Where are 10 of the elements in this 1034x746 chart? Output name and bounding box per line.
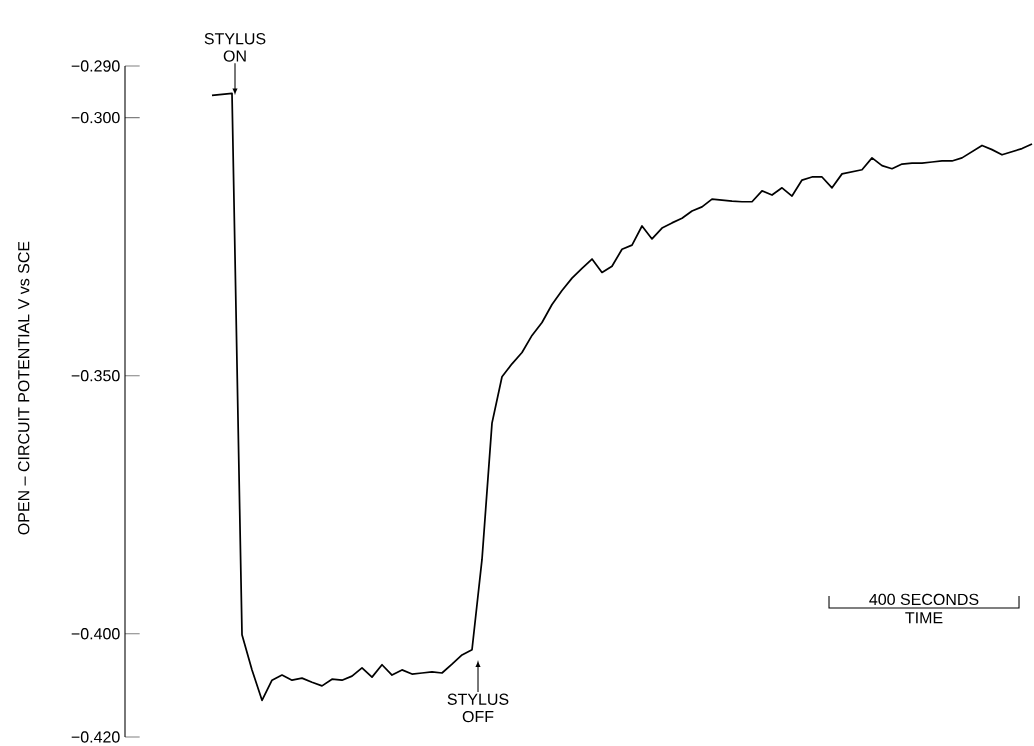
annotation: 400 SECONDS (869, 593, 979, 606)
text: STYLUS ON (204, 33, 266, 62)
y-axis-title: OPEN – CIRCUIT POTENTIAL V vs SCE (18, 241, 30, 535)
y-tick-label: −0.420 (71, 731, 120, 743)
y-tick-label: −0.300 (71, 111, 120, 124)
y-tick-label: −0.400 (71, 628, 120, 640)
y-tick-label: −0.290 (71, 60, 120, 72)
y-tick-label: −0.350 (71, 370, 120, 382)
x-axis-title: TIME (905, 612, 943, 624)
annotation: STYLUS OFF (447, 693, 509, 723)
